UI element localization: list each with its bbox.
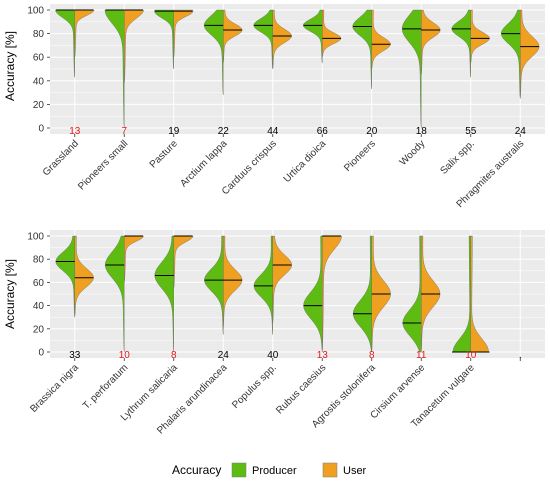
x-category-label: Populus spp.	[230, 362, 279, 411]
sample-count-label: .	[519, 350, 522, 361]
legend-user-label: User	[343, 465, 367, 477]
producer-violin	[303, 9, 323, 64]
user-violin	[74, 235, 94, 318]
sample-count-label: 8	[369, 350, 375, 361]
user-violin	[322, 235, 342, 353]
user-violin	[272, 235, 292, 324]
producer-violin	[104, 9, 125, 129]
sample-count-label: 19	[168, 126, 180, 137]
x-category-label: Arctium lappa	[178, 138, 229, 189]
sample-count-label: 55	[465, 126, 477, 137]
sample-count-label: 8	[171, 350, 177, 361]
y-axis-label: Accuracy [%]	[3, 259, 17, 329]
sample-count-label: 7	[121, 126, 127, 137]
producer-violin	[451, 9, 471, 78]
x-category-label: Pasture	[148, 138, 180, 170]
user-violin	[470, 9, 490, 64]
y-tick-label: 80	[33, 29, 45, 40]
x-category-label: Grassland	[41, 138, 81, 178]
sample-count-label: 40	[267, 350, 279, 361]
y-tick-label: 100	[27, 6, 44, 17]
producer-violin	[203, 9, 224, 95]
x-category-label: Salix spp.	[438, 138, 476, 176]
sample-count-label: 13	[317, 350, 329, 361]
producer-violin	[55, 235, 75, 318]
y-tick-label: 20	[33, 324, 45, 335]
user-violin	[322, 9, 342, 58]
producer-violin	[55, 9, 75, 78]
x-category-label: T. perforatum	[81, 362, 130, 411]
y-tick-label: 40	[33, 301, 45, 312]
x-category-label: Brassica nigra	[28, 362, 81, 415]
legend: Accuracy Producer User	[172, 462, 367, 478]
user-violin	[371, 9, 391, 70]
legend-title: Accuracy	[172, 463, 221, 477]
sample-count-label: 18	[416, 126, 428, 137]
sample-count-label: 24	[218, 350, 230, 361]
user-violin	[223, 235, 243, 329]
sample-count-label: 33	[69, 350, 81, 361]
producer-violin	[303, 235, 323, 353]
x-category-label: Pioneers	[342, 138, 378, 174]
user-violin	[124, 9, 144, 84]
y-tick-label: 60	[33, 53, 45, 64]
legend-producer-swatch	[231, 462, 247, 478]
user-violin	[173, 235, 194, 289]
x-category-label: Pioneers small	[76, 138, 130, 192]
user-violin	[173, 9, 194, 58]
producer-violin	[452, 235, 471, 353]
legend-producer-label: Producer	[252, 465, 297, 477]
user-violin	[421, 9, 441, 75]
y-tick-label: 0	[38, 348, 44, 359]
y-axis-label: Accuracy [%]	[3, 31, 17, 101]
producer-violin	[352, 9, 372, 90]
y-tick-label: 80	[33, 255, 45, 266]
user-violin	[520, 9, 540, 99]
y-tick-label: 40	[33, 76, 45, 87]
y-tick-label: 20	[33, 100, 45, 111]
producer-violin	[401, 9, 422, 129]
producer-violin	[253, 235, 273, 335]
sample-count-label: 44	[267, 126, 279, 137]
producer-violin	[501, 9, 521, 99]
x-category-label: Urtica dioica	[282, 138, 329, 185]
user-violin	[272, 9, 292, 70]
user-violin	[74, 9, 95, 58]
x-category-label: Woody	[398, 138, 428, 168]
user-violin	[223, 9, 243, 64]
producer-violin	[253, 9, 273, 70]
y-tick-label: 0	[38, 124, 44, 135]
user-violin	[470, 235, 489, 353]
sample-count-label: 11	[416, 350, 427, 361]
sample-count-label: 10	[465, 350, 477, 361]
y-tick-label: 100	[27, 232, 44, 243]
x-category-label: Rubus caesius	[274, 362, 328, 416]
legend-user-swatch	[322, 462, 338, 478]
producer-violin	[154, 9, 174, 70]
x-category-label: Carduus crispus	[220, 138, 279, 197]
sample-count-label: 20	[366, 126, 378, 137]
producer-violin	[204, 235, 224, 335]
sample-count-label: 13	[69, 126, 81, 137]
producer-violin	[154, 235, 174, 353]
sample-count-label: 22	[218, 126, 230, 137]
producer-violin	[352, 235, 372, 353]
y-tick-label: 60	[33, 278, 45, 289]
sample-count-label: 24	[515, 126, 527, 137]
user-violin	[124, 235, 144, 283]
sample-count-label: 66	[317, 126, 329, 137]
sample-count-label: 10	[119, 350, 131, 361]
